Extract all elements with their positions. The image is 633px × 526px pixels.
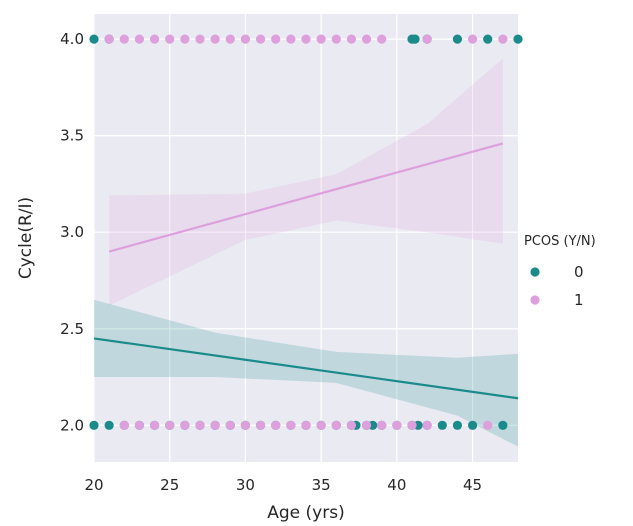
data-point-1 [104,34,114,44]
x-tick-label: 35 [312,476,331,494]
data-point-1 [422,34,432,44]
data-point-1 [210,34,220,44]
y-axis-label: Cycle(R/I) [16,197,36,279]
data-point-1 [255,34,266,44]
data-point-1 [346,420,357,430]
data-point-1 [316,420,326,430]
data-point-1 [255,420,266,430]
y-tick-label: 3.0 [60,223,84,241]
y-tick-labels: 2.0 2.5 3.0 3.5 4.0 [60,30,84,434]
data-point-1 [180,420,190,430]
data-point-1 [361,34,372,44]
data-point-1 [316,34,326,44]
data-point-1 [240,420,251,430]
data-point-1 [225,420,235,430]
x-axis-label: Age (yrs) [267,503,344,523]
data-point-0 [498,420,508,430]
data-point-1 [301,34,311,44]
y-tick-label: 2.5 [60,320,84,338]
data-point-1 [240,34,251,44]
data-point-1 [392,420,402,430]
legend-marker-1 [530,295,540,305]
data-point-1 [286,420,296,430]
data-point-1 [422,420,432,430]
x-tick-label: 25 [160,476,179,494]
data-point-0 [452,420,463,430]
data-point-1 [331,34,341,44]
regression-line-1 [108,142,504,253]
data-point-0 [410,34,420,44]
data-point-1 [301,420,311,430]
data-point-1 [407,420,417,430]
regression-line-0 [93,337,519,400]
data-point-1 [165,420,175,430]
legend-marker-0 [530,267,540,277]
data-point-1 [483,420,493,430]
confidence-bands [94,58,518,447]
data-point-1 [165,34,175,44]
data-point-1 [346,34,357,44]
data-point-1 [149,420,160,430]
data-point-0 [104,420,114,430]
legend-title: PCOS (Y/N) [524,234,596,249]
legend-label-0: 0 [574,263,584,281]
data-point-1 [210,420,220,430]
x-tick-label: 40 [387,476,406,494]
y-tick-label: 2.0 [60,416,84,434]
x-tick-label: 45 [463,476,482,494]
data-point-0 [483,34,493,44]
y-tick-label: 3.5 [60,127,84,145]
data-point-0 [513,34,523,44]
data-point-1 [225,34,235,44]
data-point-1 [361,420,372,430]
data-point-0 [467,420,478,430]
y-tick-label: 4.0 [60,30,84,48]
data-point-1 [377,34,387,44]
data-point-1 [180,34,190,44]
x-tick-label: 20 [84,476,103,494]
data-point-1 [331,420,341,430]
data-point-1 [377,420,387,430]
x-tick-label: 30 [236,476,255,494]
legend: PCOS (Y/N) 0 1 [524,234,596,309]
data-point-1 [498,34,508,44]
data-point-0 [89,420,99,430]
confidence-band-0 [94,299,518,447]
confidence-band-1 [109,58,503,306]
data-points [89,34,523,430]
data-point-0 [452,34,463,44]
data-point-1 [149,34,160,44]
data-point-1 [119,34,129,44]
data-point-1 [195,420,205,430]
data-point-1 [119,420,129,430]
data-point-0 [437,420,447,430]
data-point-1 [134,34,145,44]
data-point-1 [271,34,281,44]
data-point-1 [271,420,281,430]
x-tick-labels: 20 25 30 35 40 45 [84,476,482,494]
data-point-1 [195,34,205,44]
data-point-1 [134,420,145,430]
data-point-0 [89,34,99,44]
data-point-1 [286,34,296,44]
regression-lines [93,142,519,400]
legend-label-1: 1 [574,291,584,309]
data-point-1 [467,34,478,44]
